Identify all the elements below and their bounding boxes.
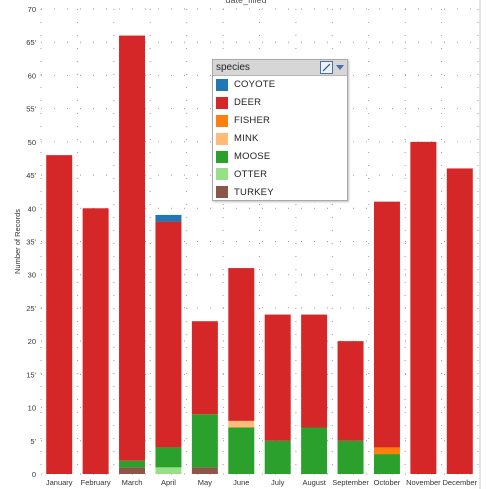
y-tick-label: 30 bbox=[28, 271, 36, 280]
x-tick-label: October bbox=[374, 478, 401, 487]
species-legend[interactable]: species COYOTE DEER FISHER MINK MOOSE OTTER TU… bbox=[212, 59, 348, 201]
x-tick-label: June bbox=[233, 478, 249, 487]
y-tick-label: 65' bbox=[26, 38, 36, 47]
x-tick-label: February bbox=[81, 478, 111, 487]
bar-segment-deer-march bbox=[119, 35, 146, 461]
legend-item-turkey[interactable]: TURKEY bbox=[213, 183, 347, 201]
bar-segment-moose-october bbox=[373, 454, 400, 474]
bar-segment-moose-april bbox=[155, 447, 182, 468]
bar-segment-moose-september bbox=[337, 440, 364, 474]
bar-segment-deer-august bbox=[301, 314, 328, 428]
y-tick-label: 55' bbox=[26, 105, 36, 114]
bar-segment-deer-may bbox=[191, 321, 218, 415]
bar-segment-deer-september bbox=[337, 341, 364, 441]
edit-colors-icon[interactable] bbox=[320, 61, 333, 74]
legend-label: MOOSE bbox=[234, 151, 271, 162]
x-tick-label: March bbox=[122, 478, 143, 487]
bar-segment-fisher-october bbox=[373, 447, 400, 455]
bar-segment-turkey-march bbox=[119, 467, 146, 474]
bar-segment-deer-february bbox=[82, 208, 109, 475]
legend-label: COYOTE bbox=[234, 79, 276, 91]
bar-segment-moose-june bbox=[228, 427, 255, 474]
x-tick-label: September bbox=[332, 478, 369, 487]
x-tick-label: May bbox=[198, 478, 212, 487]
legend-item-otter[interactable]: OTTER bbox=[213, 165, 347, 183]
y-tick-label: 40 bbox=[28, 204, 36, 213]
header-title: date_filled bbox=[225, 0, 266, 5]
legend-swatch bbox=[216, 186, 228, 199]
legend-header: species bbox=[213, 60, 347, 76]
y-tick-label: 50 bbox=[28, 138, 36, 147]
legend-swatch bbox=[216, 168, 228, 181]
bar-segment-deer-july bbox=[264, 314, 291, 441]
x-tick-label: July bbox=[271, 478, 285, 487]
y-tick-label: 10 bbox=[28, 404, 36, 413]
y-tick-label: 15' bbox=[26, 370, 36, 379]
y-tick-label: 45' bbox=[26, 171, 36, 180]
x-tick-label: August bbox=[302, 478, 326, 487]
legend-swatch bbox=[216, 78, 228, 91]
legend-swatch bbox=[216, 96, 228, 109]
y-tick-label: 20 bbox=[28, 337, 36, 346]
bar-segment-moose-august bbox=[301, 427, 328, 474]
legend-items: COYOTE DEER FISHER MINK MOOSE OTTER TURKEY bbox=[213, 76, 347, 201]
legend-title: species bbox=[216, 62, 250, 73]
bar-segment-coyote-april bbox=[155, 214, 182, 222]
y-tick-label: 35' bbox=[26, 238, 36, 247]
x-tick-label: November bbox=[406, 478, 441, 487]
legend-item-moose[interactable]: MOOSE bbox=[213, 148, 347, 166]
bar-segment-otter-april bbox=[155, 467, 182, 474]
legend-item-deer[interactable]: DEER bbox=[213, 94, 347, 112]
y-tick-label: 70 bbox=[28, 5, 36, 14]
bar-segment-mink-june bbox=[228, 420, 255, 428]
legend-swatch bbox=[216, 114, 228, 127]
y-tick-label: 60 bbox=[28, 71, 36, 80]
bar-segment-deer-october bbox=[373, 201, 400, 448]
x-tick-label: January bbox=[46, 478, 73, 487]
legend-item-coyote[interactable]: COYOTE bbox=[213, 76, 347, 94]
y-tick-label: 5' bbox=[30, 437, 36, 446]
x-tick-label: December bbox=[442, 478, 477, 487]
bar-segment-deer-april bbox=[155, 221, 182, 448]
y-axis-label: Number of Records bbox=[13, 209, 22, 274]
chevron-down-icon[interactable] bbox=[336, 64, 344, 71]
legend-label: TURKEY bbox=[234, 186, 274, 198]
bar-segment-turkey-may bbox=[191, 467, 218, 474]
legend-item-fisher[interactable]: FISHER bbox=[213, 112, 347, 130]
bar-segment-moose-march bbox=[119, 460, 146, 468]
legend-item-mink[interactable]: MINK bbox=[213, 130, 347, 148]
legend-label: OTTER bbox=[234, 168, 268, 180]
legend-label: DEER bbox=[234, 97, 262, 109]
bar-segment-deer-november bbox=[410, 141, 437, 474]
y-tick-label: 0 bbox=[32, 470, 36, 479]
legend-swatch bbox=[216, 150, 228, 163]
legend-label: MINK bbox=[234, 133, 259, 145]
bar-segment-moose-july bbox=[264, 440, 291, 474]
bar-segment-deer-december bbox=[446, 168, 473, 474]
bar-segment-deer-june bbox=[228, 268, 255, 421]
bar-segment-moose-may bbox=[191, 414, 218, 468]
legend-swatch bbox=[216, 132, 228, 145]
x-tick-label: April bbox=[161, 478, 176, 487]
bar-segment-deer-january bbox=[46, 155, 73, 474]
legend-label: FISHER bbox=[234, 115, 271, 127]
y-tick-label: 25' bbox=[26, 304, 36, 313]
